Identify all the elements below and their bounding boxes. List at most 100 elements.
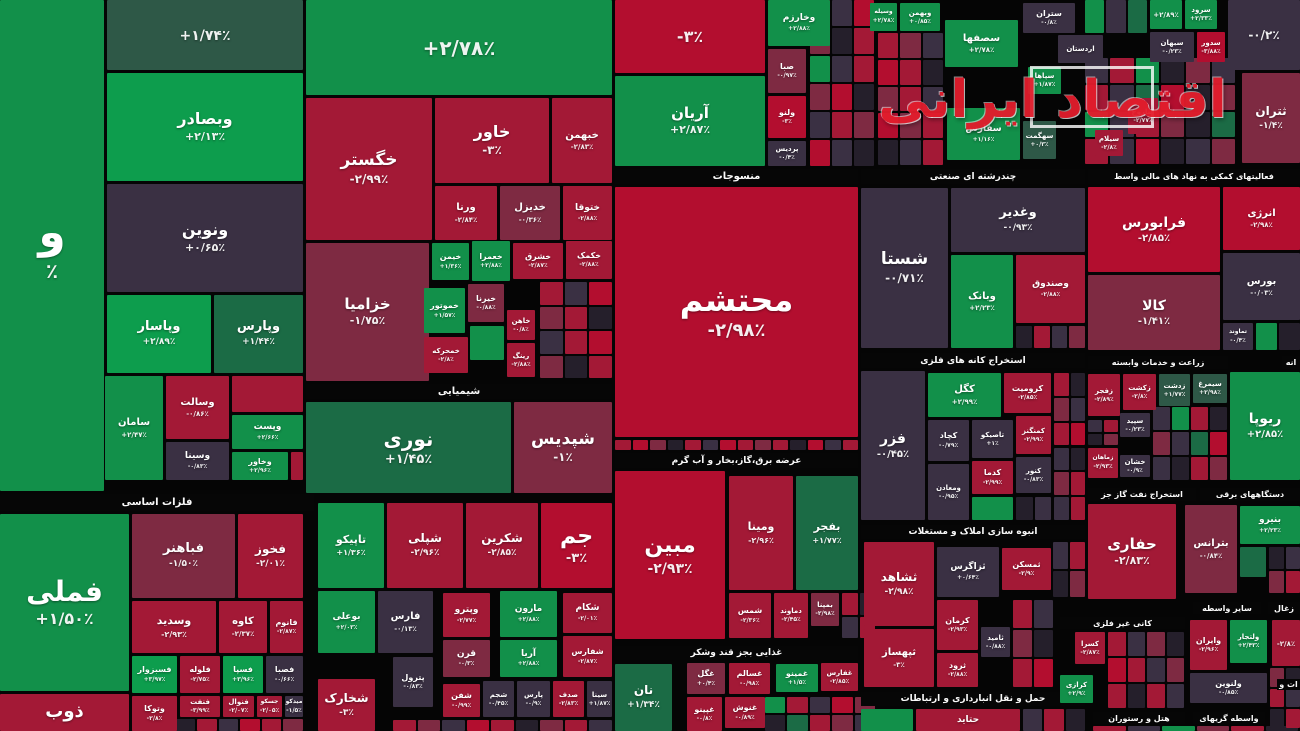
- treemap-tile[interactable]: فارس -۰/۱۳٪: [378, 591, 433, 653]
- treemap-tile[interactable]: کدما -۲/۹۹٪: [972, 461, 1013, 494]
- treemap-tile[interactable]: وپارس +۱/۴۴٪: [214, 295, 303, 373]
- treemap-tile[interactable]: میدکو -۱/۵٪: [285, 696, 303, 717]
- treemap-tile[interactable]: غفارس -۲/۸۵٪: [821, 663, 858, 691]
- treemap-tile[interactable]: ثتران -۱/۴٪: [1242, 73, 1300, 163]
- treemap-tile[interactable]: فلوله -۲/۷۵٪: [180, 656, 220, 693]
- treemap-tile[interactable]: ثمسکن -۲/۹٪: [1002, 548, 1051, 590]
- treemap-tile[interactable]: تاپیکو +۱/۳۶٪: [318, 503, 384, 588]
- treemap-tile[interactable]: سیلام -۲/۸٪: [1095, 130, 1123, 156]
- treemap-tile[interactable]: خبهمن -۲/۸۳٪: [552, 98, 612, 183]
- treemap-tile[interactable]: ثزاگرس +۰/۶۴٪: [937, 547, 999, 597]
- treemap-tile[interactable]: نان +۱/۳۴٪: [615, 664, 672, 731]
- treemap-tile[interactable]: قرن -۰/۳٪: [443, 640, 490, 677]
- treemap-tile[interactable]: وپترو -۲/۷۷٪: [443, 593, 490, 637]
- treemap-tile[interactable]: فسبزوار +۳/۹۷٪: [132, 656, 177, 693]
- treemap-tile[interactable]: خعمرا +۲/۸۸٪: [472, 241, 510, 281]
- treemap-tile[interactable]: [1240, 547, 1266, 577]
- treemap-tile[interactable]: وسالت -۰/۸۶٪: [166, 376, 229, 439]
- treemap-tile[interactable]: پارس -۰/۹٪: [517, 681, 550, 717]
- treemap-tile[interactable]: شکرین -۲/۸۵٪: [466, 503, 538, 588]
- treemap-tile[interactable]: کرازی +۲/۹٪: [1060, 675, 1093, 703]
- treemap-tile[interactable]: خیمن +۱/۳۶٪: [432, 243, 469, 280]
- treemap-tile[interactable]: ومینا -۲/۹۶٪: [729, 476, 793, 590]
- treemap-tile[interactable]: آریا +۲/۸۸٪: [500, 640, 557, 677]
- treemap-tile[interactable]: خاور -۳٪: [435, 98, 549, 183]
- treemap-tile[interactable]: خشرق -۲/۸۷٪: [513, 243, 563, 279]
- treemap-tile[interactable]: وغدیر -۰/۹۳٪: [951, 188, 1085, 252]
- treemap-tile[interactable]: [291, 452, 303, 480]
- treemap-tile[interactable]: +۱/۷۴٪: [107, 0, 303, 70]
- treemap-tile[interactable]: -۲/۸٪: [1272, 620, 1300, 666]
- treemap-tile[interactable]: سبهان -۰/۲۳٪: [1150, 32, 1194, 62]
- treemap-tile[interactable]: کاوه -۲/۳۷٪: [219, 601, 267, 653]
- treemap-tile[interactable]: فانوم -۲/۸۷٪: [270, 601, 303, 653]
- treemap-tile[interactable]: سپید -۰/۲۳٪: [1120, 413, 1150, 437]
- treemap-tile[interactable]: شکام -۲/۰۱٪: [563, 593, 612, 633]
- treemap-tile[interactable]: +۲/۷۸٪: [306, 0, 612, 95]
- treemap-tile[interactable]: شفارس -۲/۸۷٪: [563, 636, 612, 677]
- treemap-tile[interactable]: فزر -۰/۴۵٪: [861, 371, 925, 520]
- treemap-tile[interactable]: ثشاهد -۲/۹۸٪: [864, 542, 934, 626]
- treemap-tile[interactable]: ثپهساز -۳٪: [864, 629, 934, 687]
- treemap-tile[interactable]: وصندوق -۲/۸۸٪: [1016, 255, 1085, 323]
- treemap-tile[interactable]: زدشت +۱/۷۷٪: [1159, 374, 1190, 406]
- treemap-tile[interactable]: وسینا -۰/۸۳٪: [166, 442, 229, 480]
- treemap-tile[interactable]: خکمک -۲/۸۸٪: [566, 241, 612, 279]
- treemap-tile[interactable]: [861, 709, 913, 731]
- treemap-tile[interactable]: وخارزم +۲/۸۸٪: [768, 0, 830, 46]
- treemap-tile[interactable]: جم -۳٪: [541, 503, 612, 588]
- treemap-tile[interactable]: شستا -۰/۷۱٪: [861, 188, 948, 348]
- treemap-tile[interactable]: فسپا +۳/۹۶٪: [223, 656, 263, 693]
- treemap-tile[interactable]: +۲/۸۹٪: [1150, 0, 1182, 29]
- treemap-tile[interactable]: ومعادن -۰/۹۵٪: [928, 464, 969, 520]
- treemap-tile[interactable]: سهگمت +۰/۳٪: [1023, 121, 1056, 159]
- treemap-tile[interactable]: وایران -۲/۹۶٪: [1190, 620, 1227, 670]
- treemap-tile[interactable]: فصبا -۰/۶۶٪: [266, 656, 303, 693]
- treemap-tile[interactable]: بمپنا -۲/۹۸٪: [811, 593, 839, 626]
- treemap-tile[interactable]: خزامیا -۱/۷۵٪: [306, 243, 429, 381]
- treemap-tile[interactable]: غنوش -۰/۸۹٪: [725, 697, 765, 728]
- treemap-tile[interactable]: فخوز -۲/۰۱٪: [238, 514, 303, 598]
- treemap-tile[interactable]: ولنو -۳٪: [768, 96, 806, 138]
- treemap-tile[interactable]: -۰/۲٪: [1228, 0, 1300, 70]
- treemap-tile[interactable]: ذوب: [0, 694, 129, 731]
- treemap-tile[interactable]: وپاسار +۲/۸۹٪: [107, 295, 211, 373]
- treemap-tile[interactable]: بفجر +۱/۷۷٪: [796, 476, 858, 590]
- treemap-tile[interactable]: ورنا -۲/۸۴٪: [435, 186, 497, 240]
- treemap-tile[interactable]: شمس -۲/۳۶٪: [729, 593, 771, 638]
- treemap-tile[interactable]: کگل +۲/۹۹٪: [928, 373, 1001, 417]
- treemap-tile[interactable]: اردستان: [1058, 35, 1103, 63]
- treemap-tile[interactable]: شخارک -۳٪: [318, 679, 375, 731]
- treemap-tile[interactable]: وسیله +۲/۷۸٪: [870, 3, 897, 31]
- treemap-tile[interactable]: وبصادر +۲/۱۳٪: [107, 73, 303, 181]
- treemap-tile[interactable]: محتشم -۲/۹۸٪: [615, 187, 858, 437]
- treemap-tile[interactable]: وپست +۲/۶۶٪: [232, 415, 303, 449]
- treemap-tile[interactable]: انرژی -۲/۹۸٪: [1223, 187, 1300, 250]
- treemap-tile[interactable]: بوعلی +۲/۰۳٪: [318, 591, 375, 653]
- treemap-tile[interactable]: شپدیس -۱٪: [514, 402, 612, 493]
- treemap-tile[interactable]: کمنگنز -۲/۹۹٪: [1016, 416, 1051, 454]
- treemap-tile[interactable]: بنیرو +۲/۲۳٪: [1240, 506, 1300, 544]
- treemap-tile[interactable]: غمینو +۱/۵٪: [776, 664, 818, 692]
- treemap-tile[interactable]: ساروج -۲/۷۷٪: [1128, 98, 1158, 134]
- treemap-tile[interactable]: تاصیکو +۱٪: [972, 420, 1013, 458]
- treemap-tile[interactable]: غگل +۰/۴٪: [687, 663, 725, 694]
- treemap-tile[interactable]: ثامید -۰/۸۸٪: [981, 627, 1010, 657]
- treemap-tile[interactable]: وبهمن +۰/۸۵٪: [900, 3, 940, 31]
- treemap-tile[interactable]: و ٪: [0, 0, 104, 491]
- treemap-tile[interactable]: ولنوین -۰/۸۵٪: [1190, 673, 1267, 703]
- treemap-tile[interactable]: فرابورس -۲/۸۵٪: [1088, 187, 1220, 272]
- treemap-tile[interactable]: سفارس +۱/۱۶٪: [947, 108, 1020, 160]
- treemap-tile[interactable]: فنفت -۳/۹۹٪: [180, 696, 220, 717]
- treemap-tile[interactable]: [972, 497, 1013, 520]
- treemap-tile[interactable]: حفاری -۲/۸۳٪: [1088, 504, 1176, 599]
- treemap-tile[interactable]: -۳٪: [615, 0, 765, 73]
- treemap-tile[interactable]: زماهان -۲/۹۳٪: [1088, 448, 1118, 478]
- treemap-tile[interactable]: ولتجار +۲/۴۳٪: [1230, 620, 1267, 663]
- treemap-tile[interactable]: بورس -۰/۰۳٪: [1223, 253, 1300, 320]
- treemap-tile[interactable]: کرمان -۲/۹۳٪: [937, 600, 978, 650]
- treemap-tile[interactable]: وتوکا -۲/۸٪: [132, 696, 177, 731]
- treemap-tile[interactable]: زفجر -۲/۸۹٪: [1088, 374, 1120, 416]
- treemap-tile[interactable]: وسدید -۲/۹۳٪: [132, 601, 216, 653]
- treemap-tile[interactable]: نوری +۱/۴۵٪: [306, 402, 511, 493]
